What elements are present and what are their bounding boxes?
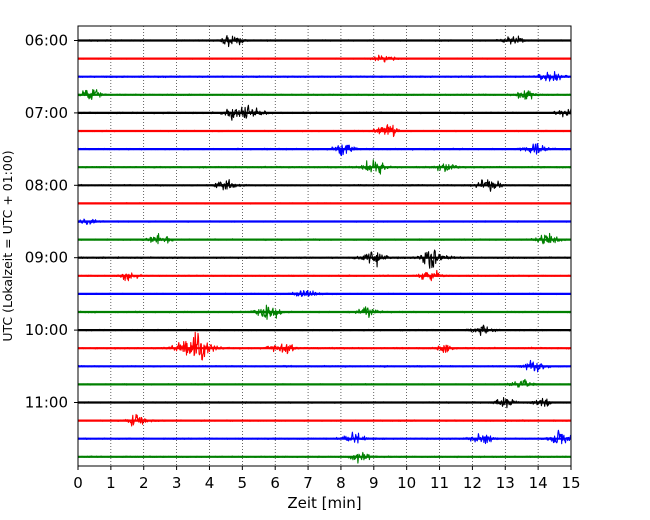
y-tick-label: 06:00	[25, 32, 68, 50]
y-axis: 06:00 07:00 08:00 09:00 10:00 11:00	[25, 32, 78, 412]
x-axis: 0 1 2 3 4 5 6 7 8 9 10 11 12 13 14 15	[73, 466, 581, 492]
x-tick-label: 8	[336, 474, 346, 492]
x-tick-label: 7	[303, 474, 313, 492]
x-tick-label: 0	[73, 474, 83, 492]
y-tick-label: 10:00	[25, 321, 68, 339]
x-tick-label: 10	[397, 474, 416, 492]
y-tick-label: 07:00	[25, 104, 68, 122]
x-tick-label: 13	[496, 474, 515, 492]
x-tick-label: 5	[238, 474, 248, 492]
x-tick-label: 9	[369, 474, 379, 492]
x-tick-label: 12	[463, 474, 482, 492]
x-tick-label: 3	[172, 474, 182, 492]
x-tick-label: 1	[106, 474, 116, 492]
x-tick-label: 6	[270, 474, 280, 492]
y-tick-label: 09:00	[25, 249, 68, 267]
x-tick-label: 14	[529, 474, 548, 492]
grid-lines	[110, 26, 539, 466]
y-tick-label: 11:00	[25, 394, 68, 412]
y-axis-label: UTC (Lokalzeit = UTC + 01:00)	[0, 150, 15, 341]
x-tick-label: 11	[430, 474, 449, 492]
x-axis-label: Zeit [min]	[287, 494, 361, 512]
trace-group	[77, 35, 572, 464]
x-tick-label: 4	[205, 474, 215, 492]
x-tick-label: 15	[561, 474, 580, 492]
y-tick-label: 08:00	[25, 176, 68, 194]
x-tick-label: 2	[139, 474, 149, 492]
plot-frame	[77, 25, 572, 467]
